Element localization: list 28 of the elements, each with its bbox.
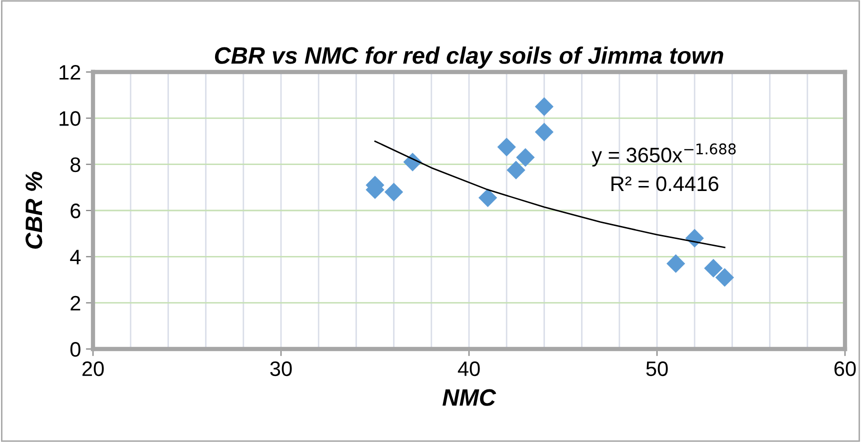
x-tick-label: 40 [458, 361, 480, 376]
point [506, 160, 526, 180]
point [497, 138, 516, 156]
annotation: R² = 0.4416 [612, 176, 718, 192]
y-tick-label: 0 [70, 342, 80, 357]
y-tick-label: 2 [70, 296, 80, 310]
x-tick-label: 50 [646, 361, 668, 376]
y-axis-title: CBR % [26, 172, 42, 249]
x-axis-title: NMC [442, 389, 496, 406]
chart-title: CBR vs NMC for red clay soils of Jimma town [214, 46, 724, 69]
y-tick-label: 10 [60, 111, 80, 126]
x-tick-label: 20 [82, 361, 104, 376]
point [704, 258, 723, 278]
point [666, 254, 686, 273]
y-tick-label: 12 [60, 65, 80, 80]
point [685, 228, 704, 248]
point [478, 188, 498, 208]
point [534, 122, 554, 142]
point [715, 268, 734, 287]
x-tick-label: 60 [834, 361, 856, 376]
y-tick-label: 6 [70, 204, 80, 218]
x-tick-label: 30 [270, 361, 292, 376]
annotation: y = 3650x$^{−1.688}$ [592, 143, 736, 167]
point [516, 148, 535, 167]
point [384, 182, 404, 202]
y-tick-label: 8 [70, 157, 80, 172]
point [534, 97, 554, 116]
y-tick-label: 4 [70, 250, 81, 264]
